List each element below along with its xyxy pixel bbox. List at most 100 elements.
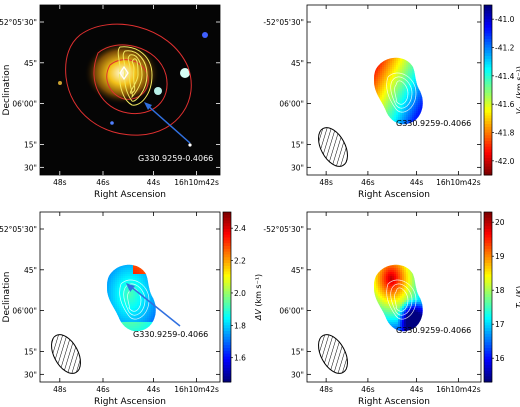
bright-emission <box>84 41 160 105</box>
colorbar-segment <box>484 367 492 372</box>
colorbar-segment <box>223 365 231 369</box>
colorbar-segment <box>484 212 492 216</box>
colorbar-segment <box>484 322 492 326</box>
source-label: G330.9259-0.4066 <box>396 119 471 128</box>
y-tick-label: 45" <box>24 266 37 275</box>
colorbar-segment <box>484 348 492 352</box>
colorbar-segment <box>223 294 231 298</box>
colorbar-segment <box>484 333 492 338</box>
x-tick-label: 44s <box>410 178 424 187</box>
x-tick-label: 16h10m42s <box>174 178 219 187</box>
colorbar-segment <box>223 370 231 374</box>
colorbar-tick-label: 16 <box>495 354 505 363</box>
x-axis-label: Right Ascension <box>94 397 166 407</box>
colorbar-segment <box>484 10 492 14</box>
colorbar-tick-label: 2.0 <box>234 289 246 298</box>
colorbar-segment <box>223 331 231 335</box>
diamond-marker <box>119 65 129 81</box>
colorbar-segment <box>484 152 492 156</box>
colorbar-segment <box>484 7 492 12</box>
y-tick-label: 15" <box>24 347 37 356</box>
colorbar-segment <box>223 223 231 227</box>
beam-ellipse <box>318 334 348 374</box>
y-tick-label: -52°05'30" <box>0 225 37 234</box>
x-tick-label: 48s <box>53 178 67 187</box>
colorbar-segment <box>223 234 231 238</box>
y-tick-label: 45" <box>24 59 37 68</box>
annotation-arrowhead <box>126 283 135 292</box>
colorbar-segment <box>223 336 231 340</box>
colorbar-segment <box>484 282 492 287</box>
colorbar-segment <box>484 115 492 119</box>
colorbar-tick-label: 2.2 <box>234 257 246 266</box>
contour-yellow-3 <box>129 58 139 94</box>
colorbar-segment <box>484 246 492 250</box>
colorbar-tick-label: 18 <box>495 286 505 295</box>
colorbar-segment <box>223 246 231 250</box>
colorbar-segment <box>223 350 231 355</box>
colorbar-segment <box>223 291 231 295</box>
colorbar-segment <box>223 251 231 255</box>
colorbar-segment <box>484 104 492 108</box>
annotation-arrow <box>146 104 191 144</box>
colorbar-segment <box>484 13 492 17</box>
colorbar-segment <box>484 285 492 289</box>
y-tick-label: 45" <box>291 266 304 275</box>
contour-white-0 <box>119 279 150 320</box>
colorbar-segment <box>484 135 492 139</box>
colorbar-segment <box>484 87 492 91</box>
colorbar-segment <box>484 237 492 241</box>
colorbar: 20 19 18 17 16 Tk (K) <box>483 211 520 383</box>
colorbar-segment <box>223 299 231 304</box>
colorbar-segment <box>223 254 231 258</box>
x-tick-label: 44s <box>147 178 161 187</box>
y-tick-label: -52°05'30" <box>263 225 304 234</box>
colorbar-tick-label: 20 <box>495 218 505 227</box>
colorbar-segment <box>484 36 492 40</box>
contour-yellow-1 <box>122 50 148 102</box>
colorbar-segment <box>223 257 231 261</box>
colorbar-segment <box>223 325 231 329</box>
colorbar-segment <box>484 257 492 261</box>
colorbar-segment <box>484 226 492 230</box>
colorbar-segment <box>484 308 492 312</box>
colorbar-label: ΔV (km s⁻¹) <box>254 274 263 321</box>
x-tick-label: 46s <box>96 178 110 187</box>
y-tick-label: 15" <box>291 140 304 149</box>
colorbar-segment <box>484 314 492 318</box>
colorbar-segment <box>484 149 492 153</box>
colorbar-segment <box>484 263 492 267</box>
colorbar-segment <box>484 143 492 148</box>
colorbar-segment <box>484 370 492 374</box>
colorbar-label: Tk (K) <box>515 286 520 308</box>
star <box>180 68 190 78</box>
star <box>58 81 62 85</box>
colorbar-segment <box>484 291 492 295</box>
colorbar-segment <box>484 243 492 247</box>
colorbar-label-main: T <box>515 302 520 308</box>
colorbar-segment <box>223 305 231 309</box>
beam-ellipse <box>51 334 81 374</box>
colorbar-segment <box>484 121 492 125</box>
colorbar-segment <box>484 64 492 68</box>
colorbar-segment <box>223 212 231 216</box>
star <box>110 121 114 125</box>
x-tick-label: 48s <box>319 385 333 394</box>
colorbar-segment <box>223 322 231 326</box>
y-axis-label: Declination <box>2 272 12 323</box>
colorbar-segment <box>484 231 492 236</box>
colorbar-segment <box>484 336 492 340</box>
y-tick-label: 30" <box>24 370 37 379</box>
colorbar-segment <box>223 314 231 318</box>
colorbar-segment <box>223 319 231 323</box>
colorbar-segment <box>484 302 492 306</box>
colorbar-segment <box>223 214 231 219</box>
colorbar-segment <box>223 373 231 377</box>
colorbar-tick-label: -41.2 <box>495 44 515 53</box>
colorbar-segment <box>484 118 492 122</box>
x-tick-label: 48s <box>53 385 67 394</box>
colorbar-segment <box>223 353 231 357</box>
x-tick-label: 16h10m42s <box>436 178 481 187</box>
annotation-arrow <box>129 285 181 327</box>
y-tick-label: 15" <box>291 347 304 356</box>
